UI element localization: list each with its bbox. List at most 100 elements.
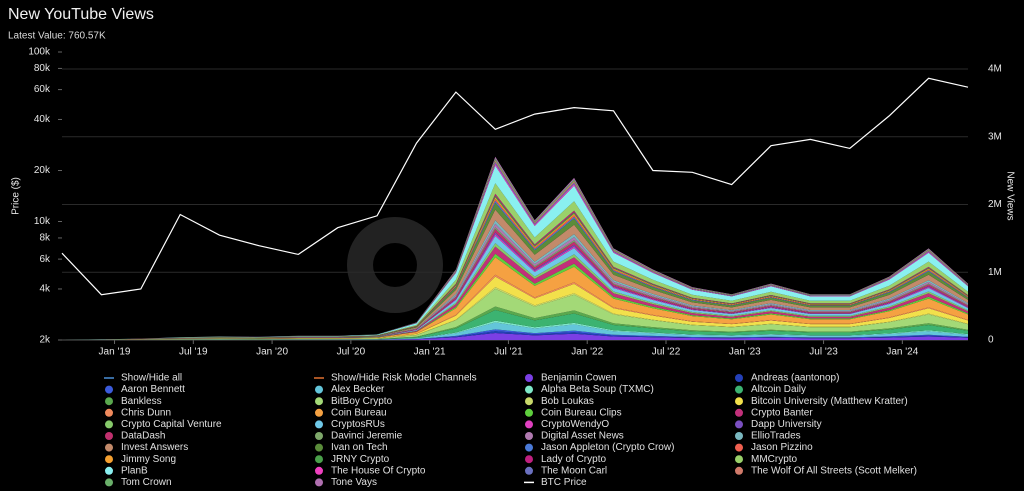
legend-label[interactable]: Digital Asset News [541, 431, 624, 442]
legend-label[interactable]: Alex Becker [331, 384, 385, 395]
legend-label[interactable]: EllioTrades [751, 431, 801, 442]
legend-item[interactable]: The House Of Crypto [315, 465, 426, 476]
legend-label[interactable]: Bitcoin University (Matthew Kratter) [751, 396, 908, 407]
legend-label[interactable]: Jason Pizzino [751, 442, 813, 453]
legend-item[interactable]: DataDash [105, 431, 165, 442]
legend-item[interactable]: Invest Answers [105, 442, 188, 453]
legend-label[interactable]: Tom Crown [121, 477, 172, 488]
y-tick-label: 100k [28, 47, 51, 58]
legend-swatch [315, 455, 323, 464]
y2-tick-label: 0 [988, 335, 994, 346]
x-tick-label: Jul '19 [179, 347, 208, 358]
legend-swatch [525, 443, 533, 452]
legend-swatch [315, 408, 323, 417]
legend-item[interactable]: BTC Price [524, 477, 587, 488]
legend-item[interactable]: Coin Bureau [315, 407, 387, 418]
legend-item[interactable]: Coin Bureau Clips [525, 407, 622, 418]
legend-label[interactable]: Show/Hide all [121, 373, 182, 384]
legend-item[interactable]: The Wolf Of All Streets (Scott Melker) [735, 465, 917, 476]
legend-item[interactable]: Tom Crown [105, 477, 172, 488]
legend-item[interactable]: MMCrypto [735, 454, 798, 465]
legend-item[interactable]: EllioTrades [735, 431, 801, 442]
legend-item[interactable]: Ivan on Tech [315, 442, 388, 453]
y-tick-label: 80k [34, 63, 51, 74]
legend-label[interactable]: Altcoin Daily [751, 384, 806, 395]
legend-label[interactable]: The House Of Crypto [331, 465, 426, 476]
legend-label[interactable]: MMCrypto [751, 454, 798, 465]
legend-label[interactable]: Chris Dunn [121, 407, 171, 418]
legend-label[interactable]: BitBoy Crypto [331, 396, 393, 407]
legend-label[interactable]: Benjamin Cowen [541, 373, 617, 384]
legend-label[interactable]: Davinci Jeremie [331, 431, 403, 442]
legend-label[interactable]: Tone Vays [331, 477, 377, 488]
area [62, 333, 968, 340]
legend-swatch [735, 432, 743, 440]
legend-item[interactable]: CryptoWendyO [525, 419, 609, 430]
legend-label[interactable]: Crypto Capital Venture [121, 419, 222, 430]
legend-item[interactable]: Show/Hide Risk Model Channels [314, 373, 477, 384]
y-tick-label: 4k [39, 284, 51, 295]
legend-item[interactable]: Show/Hide all [104, 373, 182, 384]
legend-swatch [315, 420, 323, 429]
legend-label[interactable]: BTC Price [541, 477, 587, 488]
legend-item[interactable]: Jimmy Song [105, 454, 176, 465]
legend-item[interactable]: Bitcoin University (Matthew Kratter) [735, 396, 908, 407]
legend-item[interactable]: Crypto Banter [735, 407, 813, 418]
legend-label[interactable]: DataDash [121, 431, 165, 442]
legend-item[interactable]: BitBoy Crypto [315, 396, 393, 407]
legend-item[interactable]: Crypto Capital Venture [105, 419, 222, 430]
legend-item[interactable]: Digital Asset News [525, 431, 624, 442]
legend-label[interactable]: CryptoWendyO [541, 419, 609, 430]
legend-label[interactable]: Andreas (aantonop) [751, 373, 839, 384]
area [62, 276, 968, 340]
y-tick-label: 60k [34, 84, 51, 95]
y-tick-label: 40k [34, 114, 51, 125]
legend-label[interactable]: PlanB [121, 465, 148, 476]
legend-item[interactable]: Alex Becker [315, 384, 385, 395]
y-axis-label: Price ($) [11, 177, 22, 215]
y2-axis-label: New Views [1004, 171, 1015, 220]
legend-item[interactable]: PlanB [105, 465, 148, 476]
legend-item[interactable]: Dapp University [735, 419, 822, 430]
legend-label[interactable]: CryptosRUs [331, 419, 385, 430]
legend-item[interactable]: Alpha Beta Soup (TXMC) [525, 384, 654, 395]
legend-item[interactable]: Jason Appleton (Crypto Crow) [525, 442, 674, 453]
legend-item[interactable]: Lady of Crypto [525, 454, 606, 465]
legend-item[interactable]: The Moon Carl [525, 465, 607, 476]
area [62, 329, 968, 340]
legend-item[interactable]: Jason Pizzino [735, 442, 813, 453]
legend-label[interactable]: Dapp University [751, 419, 822, 430]
legend-item[interactable]: Tone Vays [315, 477, 377, 488]
legend-item[interactable]: CryptosRUs [315, 419, 385, 430]
legend-label[interactable]: Bankless [121, 396, 162, 407]
legend-swatch [735, 455, 743, 464]
legend-item[interactable]: Chris Dunn [105, 407, 171, 418]
legend-item[interactable]: Andreas (aantonop) [735, 373, 839, 384]
legend-label[interactable]: The Moon Carl [541, 465, 607, 476]
legend-label[interactable]: Bob Loukas [541, 396, 594, 407]
legend-label[interactable]: Ivan on Tech [331, 442, 388, 453]
legend-swatch [105, 420, 113, 429]
legend-label[interactable]: Aaron Bennett [121, 384, 185, 395]
legend-item[interactable]: Bankless [105, 396, 162, 407]
legend-label[interactable]: Jason Appleton (Crypto Crow) [541, 442, 674, 453]
legend-label[interactable]: Invest Answers [121, 442, 188, 453]
legend-label[interactable]: Show/Hide Risk Model Channels [331, 373, 477, 384]
legend-item[interactable]: Altcoin Daily [735, 384, 806, 395]
legend-item[interactable]: JRNY Crypto [315, 454, 390, 465]
legend-label[interactable]: Lady of Crypto [541, 454, 606, 465]
legend-label[interactable]: Crypto Banter [751, 407, 813, 418]
legend-label[interactable]: The Wolf Of All Streets (Scott Melker) [751, 465, 917, 476]
legend-label[interactable]: Coin Bureau [331, 407, 387, 418]
legend-label[interactable]: JRNY Crypto [331, 454, 390, 465]
legend-item[interactable]: Aaron Bennett [105, 384, 185, 395]
legend-label[interactable]: Alpha Beta Soup (TXMC) [541, 384, 654, 395]
legend-label[interactable]: Jimmy Song [121, 454, 176, 465]
area [62, 243, 968, 340]
legend-item[interactable]: Benjamin Cowen [525, 373, 617, 384]
legend-label[interactable]: Coin Bureau Clips [541, 407, 622, 418]
legend-item[interactable]: Davinci Jeremie [315, 431, 403, 442]
legend-item[interactable]: Bob Loukas [525, 396, 594, 407]
x-tick-label: Jul '23 [809, 347, 838, 358]
y2-tick-label: 3M [988, 131, 1002, 142]
